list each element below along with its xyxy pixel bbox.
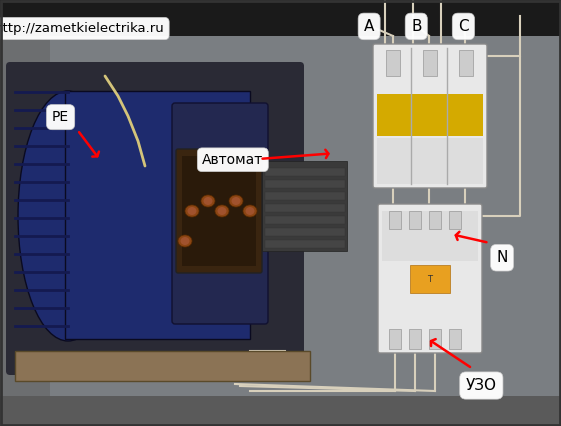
FancyBboxPatch shape [6,62,304,375]
Bar [0,36,50,396]
Bar [382,211,478,261]
Bar [409,329,421,349]
Bar [0,396,561,426]
FancyBboxPatch shape [176,149,262,273]
Bar [377,138,483,184]
Bar [0,0,561,36]
Ellipse shape [201,195,215,207]
Bar [265,204,345,212]
Bar [409,211,421,229]
Bar [262,161,347,251]
Text: Автомат: Автомат [202,153,264,167]
Bar [65,91,250,339]
Ellipse shape [218,207,227,215]
Ellipse shape [246,207,255,215]
Text: УЗО: УЗО [466,378,497,393]
Bar [386,50,400,76]
Text: T: T [427,274,433,283]
Bar [182,156,256,266]
Bar [265,228,345,236]
Text: PE: PE [52,110,69,124]
Bar [265,240,345,248]
Bar [449,211,461,229]
Ellipse shape [178,235,192,247]
Bar [429,211,441,229]
Bar [449,329,461,349]
Bar [265,216,345,224]
Bar [265,180,345,188]
Ellipse shape [18,91,118,341]
Bar [265,168,345,176]
Bar [423,50,437,76]
Bar [389,329,401,349]
Ellipse shape [185,205,199,217]
Bar [459,50,473,76]
Bar [377,94,483,136]
FancyBboxPatch shape [378,204,482,353]
Bar [389,211,401,229]
Text: B: B [411,19,421,34]
Bar [265,192,345,200]
Text: C: C [458,19,468,34]
Ellipse shape [229,195,243,207]
Ellipse shape [204,197,213,205]
Bar [410,265,450,293]
Text: http://zametkielectrika.ru: http://zametkielectrika.ru [0,22,164,35]
Ellipse shape [187,207,196,215]
Bar [15,351,310,381]
Ellipse shape [243,205,257,217]
FancyBboxPatch shape [172,103,268,324]
Text: N: N [496,250,508,265]
Ellipse shape [232,197,241,205]
FancyBboxPatch shape [373,44,487,188]
Ellipse shape [181,237,190,245]
Ellipse shape [215,205,229,217]
Bar [429,329,441,349]
Text: A: A [364,19,374,34]
